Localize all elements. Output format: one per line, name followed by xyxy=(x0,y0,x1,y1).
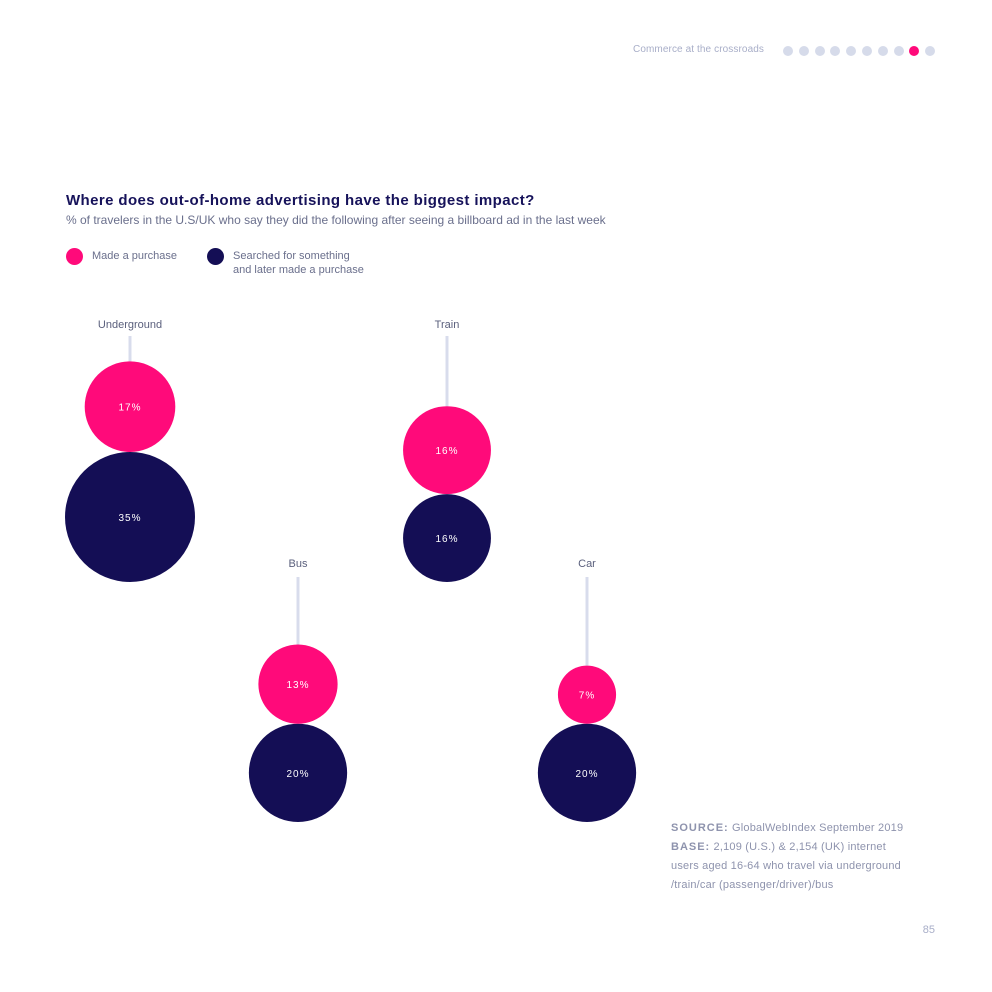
value-label-purchase-bus: 13% xyxy=(286,680,309,691)
progress-dot xyxy=(893,46,904,56)
bubble-purchase-car xyxy=(557,665,617,724)
source-note: SOURCE: GlobalWebIndex September 2019 BA… xyxy=(671,819,971,895)
page-progress-dots xyxy=(783,46,943,56)
category-label-train: Train xyxy=(435,319,460,331)
legend-label-searched: Searched for something and later made a … xyxy=(233,250,364,276)
progress-dot xyxy=(798,46,809,56)
chart-subtitle: % of travelers in the U.S/UK who say the… xyxy=(66,213,606,227)
base-text-line-2: users aged 16-64 who travel via undergro… xyxy=(671,860,901,872)
legend-swatch-searched xyxy=(207,248,224,265)
value-label-purchase-car: 7% xyxy=(579,691,595,702)
source-label: SOURCE: xyxy=(671,822,729,834)
chart-title: Where does out-of-home advertising have … xyxy=(66,192,535,209)
bubble-searched-car xyxy=(537,723,637,822)
progress-dot xyxy=(846,46,857,56)
bubble-searched-underground xyxy=(65,452,195,582)
value-label-purchase-train: 16% xyxy=(435,446,458,457)
progress-dot xyxy=(830,46,841,56)
progress-dot xyxy=(814,46,825,56)
progress-dot xyxy=(783,46,793,56)
legend-label-purchase: Made a purchase xyxy=(92,250,177,262)
bubble-searched-train xyxy=(403,494,491,582)
progress-dot xyxy=(925,46,936,56)
page-number: 85 xyxy=(922,924,935,936)
value-label-searched-underground: 35% xyxy=(118,513,141,524)
progress-dot xyxy=(877,46,888,56)
section-title: Commerce at the crossroads xyxy=(633,44,764,55)
category-label-underground: Underground xyxy=(98,319,162,331)
base-text: 2,109 (U.S.) & 2,154 (UK) internet xyxy=(713,841,886,853)
value-label-searched-train: 16% xyxy=(435,534,458,545)
progress-dot-active xyxy=(909,46,920,56)
progress-dot xyxy=(862,46,872,56)
value-label-searched-bus: 20% xyxy=(286,769,309,780)
base-text-line-3: /train/car (passenger/driver)/bus xyxy=(671,879,834,891)
bubble-searched-bus xyxy=(248,723,348,822)
bubble-purchase-train xyxy=(403,406,491,495)
value-label-searched-car: 20% xyxy=(575,769,598,780)
value-label-purchase-underground: 17% xyxy=(118,403,141,414)
legend-swatch-purchase xyxy=(66,248,83,265)
bubble-purchase-bus xyxy=(258,644,338,724)
category-label-bus: Bus xyxy=(289,558,308,570)
bubble-purchase-underground xyxy=(84,361,176,452)
base-label: BASE: xyxy=(671,841,711,853)
category-label-car: Car xyxy=(578,558,596,570)
source-text: GlobalWebIndex September 2019 xyxy=(732,822,904,834)
